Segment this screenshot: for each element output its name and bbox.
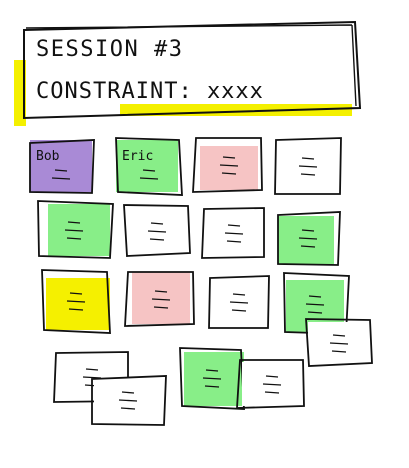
scribble-line <box>219 164 239 167</box>
session-label: SESSION #3 <box>36 37 183 62</box>
scribble-line <box>204 385 220 388</box>
sticky-note-outline <box>192 137 263 193</box>
sticky-note-fill <box>30 140 92 192</box>
scribble-line <box>331 350 347 353</box>
scribble-line <box>142 169 156 172</box>
sticky-note-outline <box>305 318 373 367</box>
sticky-note-r1c3 <box>192 137 263 193</box>
scribble-line <box>231 309 247 312</box>
scribble-line <box>149 238 165 241</box>
scribble-line <box>205 369 219 372</box>
sticky-note-fill <box>48 204 110 256</box>
scribble-line <box>300 245 316 248</box>
sticky-note-label: Eric <box>122 149 153 164</box>
scribble-line <box>307 311 323 314</box>
sticky-note-outline <box>201 207 265 259</box>
scribble-line <box>64 229 84 232</box>
sticky-note-fill <box>200 146 258 190</box>
sticky-note-r1c4 <box>274 137 342 195</box>
sticky-note-r2c3 <box>201 207 265 259</box>
sticky-note-outline <box>208 275 270 329</box>
sticky-note-r3c5 <box>305 318 373 367</box>
sticky-note-outline <box>277 211 341 266</box>
scribble-line <box>85 368 99 371</box>
sticky-note-r2c4 <box>277 211 341 266</box>
scribble-line <box>227 224 241 227</box>
scribble-line <box>301 229 315 232</box>
scribble-line <box>69 292 83 295</box>
sticky-note-outline <box>91 375 167 426</box>
scribble-line <box>66 237 82 240</box>
scribble-line <box>305 303 325 306</box>
sticky-notes: Bob Eric <box>29 137 373 426</box>
sticky-note-r3c2 <box>124 271 195 327</box>
scribble-line <box>147 230 167 233</box>
scribble-line <box>226 240 242 243</box>
scribble-line <box>153 306 169 309</box>
sticky-note-r4c4 <box>236 359 305 409</box>
header-box <box>23 20 362 120</box>
scribble-line <box>332 334 346 337</box>
sticky-note-outline <box>123 204 191 257</box>
header-box-double-stroke <box>25 24 357 107</box>
sticky-note-label: Bob <box>36 149 60 164</box>
scribble-line <box>120 407 136 410</box>
scribble-line <box>66 300 86 303</box>
sticky-note-r2c2 <box>123 204 191 257</box>
sticky-note-outline <box>236 359 305 409</box>
scribble-line <box>298 165 318 168</box>
scribble-line <box>67 221 81 224</box>
scribble-line <box>301 157 315 160</box>
scribble-line <box>265 375 279 378</box>
sticky-note-r4c3 <box>179 347 245 410</box>
sticky-note-fill <box>46 278 110 330</box>
scribble-line <box>229 301 249 304</box>
scribble-line <box>298 237 318 240</box>
sticky-note-outline <box>37 200 114 259</box>
scribble-line <box>224 232 244 235</box>
scribble-line <box>151 298 171 301</box>
sticky-note-outline <box>124 271 195 327</box>
sticky-note-outline <box>29 139 95 194</box>
sticky-note-outline <box>179 347 245 410</box>
scribble-line <box>264 391 280 394</box>
sticky-note-outline <box>274 137 342 195</box>
sticky-note-bob: Bob <box>29 139 95 194</box>
sticky-note-fill <box>116 140 178 192</box>
scribble-line <box>308 295 322 298</box>
sticky-note-r3c3 <box>208 275 270 329</box>
scribble-line <box>150 222 164 225</box>
scribble-line <box>118 399 138 402</box>
scribble-line <box>82 376 102 379</box>
scribble-line <box>68 308 84 311</box>
scribble-line <box>329 342 349 345</box>
sticky-note-r2c1 <box>37 200 114 259</box>
scribble-line <box>232 293 246 296</box>
scribble-line <box>300 173 316 176</box>
scribble-line <box>262 383 282 386</box>
sticky-note-fill <box>278 216 334 264</box>
sticky-note-fill <box>132 272 190 324</box>
scribble-line <box>51 177 71 180</box>
scribble-line <box>54 169 68 172</box>
scribble-line <box>202 377 222 380</box>
constraint-label: CONSTRAINT: xxxx <box>36 79 264 104</box>
scribble-line <box>154 290 168 293</box>
scribble-line <box>121 391 135 394</box>
scribble-line <box>221 172 237 175</box>
sticky-note-outline <box>41 269 111 334</box>
scribble-line <box>222 156 236 159</box>
sticky-note-r3c1 <box>41 269 111 334</box>
scribble-line <box>139 177 159 180</box>
sticky-note-outline <box>115 137 183 196</box>
sticky-note-r4c2 <box>91 375 167 426</box>
sticky-note-eric: Eric <box>115 137 183 196</box>
